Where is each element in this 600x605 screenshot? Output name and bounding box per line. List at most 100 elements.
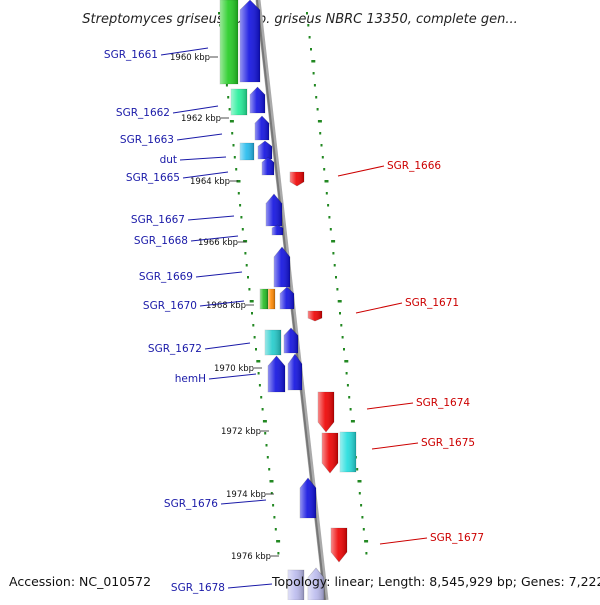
gene-label-sgr_1676[interactable]: SGR_1676 [164, 498, 267, 510]
gene-feature[interactable] [254, 115, 270, 141]
gene-feature[interactable] [330, 527, 348, 563]
gene-feature[interactable] [299, 477, 317, 519]
gene-domain [287, 569, 305, 601]
gene-feature[interactable] [307, 567, 325, 601]
gene-shading [262, 157, 274, 175]
tick-dot-right [308, 36, 311, 39]
gene-leader-line [179, 156, 227, 161]
domain-shading [268, 289, 275, 309]
gene-feature[interactable] [249, 86, 266, 114]
gene-feature[interactable] [273, 246, 291, 288]
gene-label-sgr_1672[interactable]: SGR_1672 [148, 342, 251, 355]
gene-label-sgr_1668[interactable]: SGR_1668 [134, 235, 239, 247]
gene-feature[interactable] [261, 156, 275, 176]
tick-dot-right [356, 468, 359, 471]
gene-label-sgr_1671[interactable]: SGR_1671 [355, 297, 459, 314]
gene-label-sgr_1670[interactable]: SGR_1670 [143, 300, 245, 312]
scale-label: 1972 kbp [221, 427, 261, 437]
gene-feature[interactable] [307, 310, 323, 322]
gene-label-sgr_1661[interactable]: SGR_1661 [104, 47, 209, 61]
domain-shading [220, 0, 238, 84]
tick-dot-right [340, 324, 343, 327]
gene-shading [300, 478, 316, 518]
tick-dot-right [319, 132, 322, 135]
gene-feature[interactable] [239, 0, 261, 83]
tick-dot-right [324, 180, 329, 183]
gene-label-sgr_1678[interactable]: SGR_1678 [171, 582, 273, 594]
tick-dot-left [257, 372, 260, 375]
tick-dot-right [357, 480, 362, 483]
gene-label-sgr_1674[interactable]: SGR_1674 [366, 397, 470, 410]
tick-dot-right [343, 348, 345, 351]
gene-leader-line [379, 537, 428, 545]
tick-dot-tracks [218, 12, 369, 555]
gene-feature[interactable] [289, 171, 305, 187]
gene-label-sgr_1665[interactable]: SGR_1665 [126, 171, 229, 184]
tick-dot-right [350, 420, 355, 423]
gene-shading [288, 354, 302, 390]
gene-label-sgr_1669[interactable]: SGR_1669 [139, 271, 243, 283]
gene-label-hemh[interactable]: hemH [175, 373, 257, 385]
gene-label-dut[interactable]: dut [160, 154, 227, 166]
gene-label-sgr_1677[interactable]: SGR_1677 [379, 532, 484, 545]
gene-domain [259, 288, 269, 310]
tick-dot-left [248, 288, 251, 291]
scale-label: 1966 kbp [198, 238, 238, 248]
tick-dot-right [349, 408, 352, 411]
tick-dot-right [365, 552, 368, 555]
tick-dot-right [313, 84, 316, 87]
gene-label-text: SGR_1666 [387, 160, 441, 172]
gene-label-text: hemH [175, 373, 206, 385]
gene-feature[interactable] [317, 391, 335, 433]
tick-dot-right [311, 60, 316, 63]
scale-label: 1970 kbp [214, 364, 254, 374]
gene-label-sgr_1663[interactable]: SGR_1663 [120, 133, 223, 146]
tick-dot-left [240, 216, 243, 219]
gene-label-text: SGR_1665 [126, 172, 180, 184]
tick-dot-left [261, 408, 264, 411]
tick-dot-right [315, 96, 318, 99]
gene-shading [266, 194, 282, 226]
tick-dot-left [255, 348, 257, 351]
tick-dot-left [225, 84, 228, 87]
gene-leader-line [187, 215, 235, 221]
tick-dot-right [358, 492, 361, 495]
gene-label-text: dut [160, 154, 177, 166]
tick-dot-left [245, 264, 248, 267]
gene-label-sgr_1675[interactable]: SGR_1675 [371, 437, 475, 450]
tick-dot-right [361, 516, 364, 519]
gene-leader-line [204, 342, 251, 350]
scale-label: 1962 kbp [181, 114, 221, 124]
gene-feature[interactable] [271, 224, 284, 236]
gene-feature[interactable] [321, 432, 339, 474]
tick-dot-left [218, 12, 220, 15]
gene-feature[interactable] [287, 353, 303, 391]
gene-feature[interactable] [283, 327, 299, 354]
tick-dot-left [228, 108, 231, 111]
gene-label-sgr_1666[interactable]: SGR_1666 [337, 160, 441, 177]
scale-label: 1964 kbp [190, 177, 230, 187]
gene-shading [308, 311, 322, 321]
gene-label-text: SGR_1675 [421, 437, 475, 449]
gene-feature[interactable] [279, 286, 295, 310]
tick-dot-right [331, 240, 336, 243]
gene-label-text: SGR_1668 [134, 235, 188, 247]
gene-domain [230, 88, 248, 116]
gene-leader-line [160, 47, 209, 56]
tick-dot-right [310, 48, 312, 51]
gene-label-sgr_1667[interactable]: SGR_1667 [131, 214, 235, 226]
gene-feature[interactable] [265, 193, 283, 227]
gene-label-sgr_1662[interactable]: SGR_1662 [116, 105, 219, 119]
scale-label: 1976 kbp [231, 552, 271, 562]
tick-dot-right [362, 528, 365, 531]
gene-feature[interactable] [267, 355, 286, 393]
domain-shading [265, 330, 281, 355]
tick-dot-right [325, 192, 328, 195]
gene-feature[interactable] [257, 140, 273, 160]
tick-dot-right [344, 360, 349, 363]
gene-leader-line [337, 165, 385, 177]
tick-dot-right [307, 24, 310, 27]
gene-leader-line [182, 171, 229, 179]
